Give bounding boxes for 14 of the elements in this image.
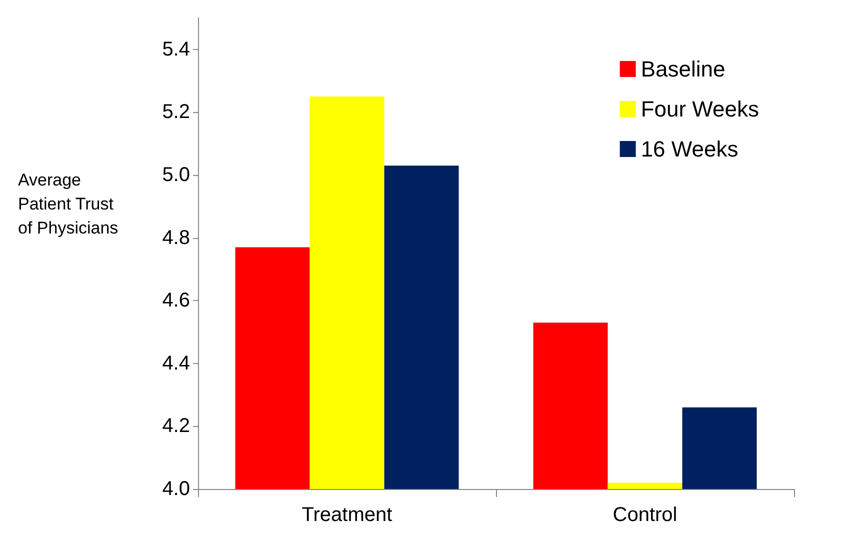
y-tick-label: 4.2	[162, 415, 190, 438]
x-tick-label: Treatment	[302, 504, 393, 526]
y-tick-label: 4.4	[162, 352, 190, 374]
legend-label: 16 Weeks	[640, 136, 738, 162]
y-tick-label: 5.0	[162, 164, 190, 186]
y-axis-title: Average Patient Trust of Physicians	[18, 170, 118, 238]
y-tick-label: 4.6	[162, 290, 190, 312]
legend-label: Baseline	[640, 56, 726, 82]
y-tick-label: 5.4	[162, 38, 190, 60]
y-tick-label: 4.0	[162, 478, 190, 500]
x-tick-label: Control	[612, 504, 678, 526]
y-tick-label: 5.2	[162, 101, 190, 124]
y-tick-label: 4.8	[162, 226, 190, 249]
legend-label: Four Weeks	[640, 96, 759, 122]
